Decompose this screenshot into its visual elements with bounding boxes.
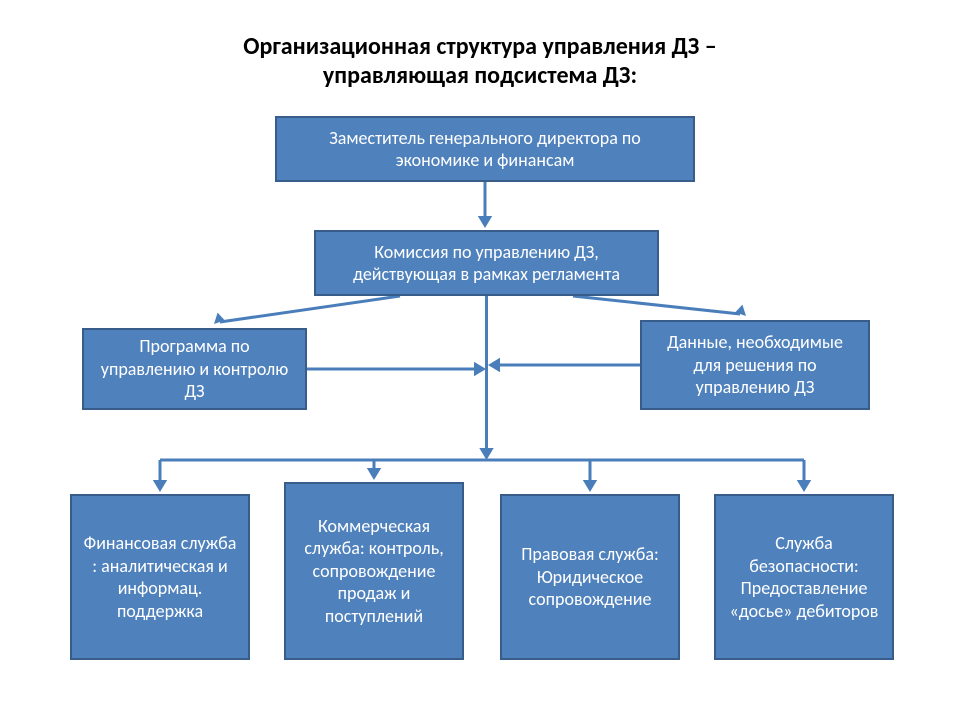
diagram-title: Организационная структура управления ДЗ … [170,32,790,90]
node-label: Программа по управлению и контролю ДЗ [94,335,295,403]
connector-arrowhead [153,480,167,492]
node-label: Финансовая служба : аналитическая и инфо… [82,532,238,622]
connector-arrowhead [797,480,811,492]
connector-arrowhead [474,362,486,376]
connector-arrowhead [479,448,493,460]
connector-arrowhead [488,358,500,372]
node-required-data: Данные, необходимые для решения по управ… [640,320,870,410]
connector-line [573,296,740,314]
node-label: Правовая служба: Юридическое сопровожден… [512,543,668,611]
node-dz-commission: Комиссия по управлению ДЗ, действующая в… [314,230,659,296]
node-commercial-service: Коммерческая служба: контроль, сопровожд… [284,482,464,660]
title-line-1: Организационная структура управления ДЗ … [243,32,716,61]
connector-arrowhead [583,480,597,492]
diagram-canvas: Организационная структура управления ДЗ … [0,0,960,720]
node-label: Комиссия по управлению ДЗ, действующая в… [326,241,647,286]
connector-arrowhead [367,468,381,480]
node-legal-service: Правовая служба: Юридическое сопровожден… [500,494,680,660]
node-deputy-director: Заместитель генерального директора по эк… [275,116,695,182]
node-label: Коммерческая служба: контроль, сопровожд… [296,515,452,628]
node-label: Служба безопасности: Предоставление «дос… [726,532,882,622]
title-line-2: управляющая подсистема ДЗ: [323,61,637,90]
node-finance-service: Финансовая служба : аналитическая и инфо… [70,494,250,660]
node-label: Данные, необходимые для решения по управ… [652,331,858,399]
connector-arrowhead [735,305,746,316]
connector-arrowhead [478,216,492,228]
node-security-service: Служба безопасности: Предоставление «дос… [714,494,894,660]
connector-arrowhead [214,313,225,324]
node-control-program: Программа по управлению и контролю ДЗ [82,328,307,410]
node-label: Заместитель генерального директора по эк… [287,127,683,172]
connector-line [220,296,400,322]
